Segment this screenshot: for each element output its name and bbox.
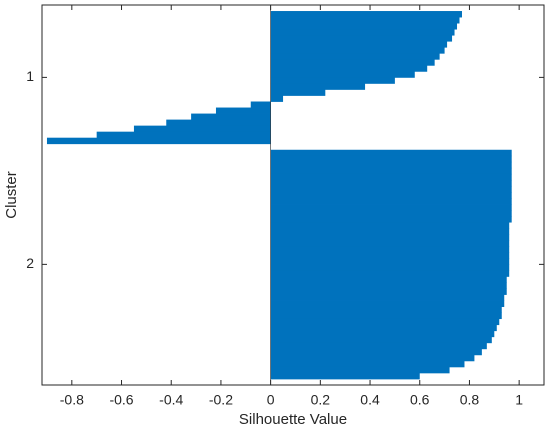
silhouette-bar — [270, 23, 458, 30]
silhouette-bar — [270, 372, 420, 380]
silhouette-bar — [270, 276, 507, 283]
x-tick-label: 0.6 — [410, 392, 430, 408]
silhouette-bar — [270, 246, 510, 253]
silhouette-bar — [191, 113, 271, 121]
x-tick-label: -0.6 — [109, 392, 133, 408]
silhouette-bar — [270, 191, 512, 199]
silhouette-bar — [270, 318, 500, 326]
silhouette-bar — [270, 228, 510, 235]
silhouette-bar — [270, 95, 284, 102]
silhouette-bar — [270, 77, 395, 84]
silhouette-bar — [270, 71, 415, 78]
x-tick-label: -0.2 — [209, 392, 233, 408]
silhouette-bar — [270, 167, 512, 175]
silhouette-bar — [270, 204, 512, 211]
silhouette-bar — [270, 366, 450, 374]
silhouette-bar — [270, 222, 510, 229]
silhouette-bar — [270, 179, 512, 187]
silhouette-bar — [270, 252, 510, 259]
silhouette-bar — [270, 173, 512, 181]
x-tick-label: -0.8 — [60, 392, 84, 408]
silhouette-bar — [270, 330, 495, 338]
silhouette-bar — [270, 83, 366, 90]
x-tick-label: 0.8 — [460, 392, 480, 408]
silhouette-bar — [270, 342, 487, 350]
silhouette-bar — [270, 59, 435, 66]
silhouette-bar — [270, 240, 510, 247]
silhouette-bar — [270, 47, 445, 54]
x-tick-label: 0.4 — [360, 392, 380, 408]
x-tick-label: 0 — [267, 392, 275, 408]
x-tick-label: 0.2 — [311, 392, 331, 408]
silhouette-bar — [270, 300, 505, 307]
silhouette-bar — [270, 258, 510, 265]
silhouette-bar — [270, 53, 440, 60]
silhouette-bar — [270, 216, 512, 223]
silhouette-bar — [270, 210, 512, 217]
silhouette-bar — [133, 125, 271, 133]
silhouette-bar — [270, 282, 507, 289]
silhouette-bar — [270, 264, 510, 271]
silhouette-bar — [270, 185, 512, 193]
silhouette-bar — [270, 35, 453, 42]
x-tick-label: -0.4 — [159, 392, 183, 408]
silhouette-bar — [270, 354, 475, 362]
silhouette-bar — [270, 312, 502, 320]
silhouette-bar — [270, 149, 512, 157]
silhouette-bar — [270, 89, 326, 96]
axes-box — [41, 4, 545, 386]
silhouette-bar — [215, 107, 271, 114]
silhouette-bar — [96, 131, 271, 139]
silhouette-bar — [270, 11, 462, 18]
silhouette-bar — [270, 155, 512, 163]
silhouette-bar — [270, 65, 428, 72]
y-tick-label: 1 — [26, 68, 34, 84]
y-axis-label: Cluster — [3, 171, 20, 219]
silhouette-bar — [166, 119, 271, 127]
silhouette-bar — [270, 198, 512, 205]
x-axis-label: Silhouette Value — [239, 411, 347, 428]
silhouette-bar — [270, 17, 460, 24]
silhouette-bar — [270, 270, 510, 277]
silhouette-bar — [270, 306, 502, 314]
silhouette-bar — [270, 29, 455, 36]
silhouette-bar — [270, 294, 505, 301]
silhouette-bar — [270, 360, 465, 368]
silhouette-bar — [270, 288, 507, 295]
silhouette-bar — [270, 161, 512, 169]
silhouette-bar — [270, 348, 482, 356]
silhouette-bar — [250, 101, 271, 108]
silhouette-bar — [270, 324, 497, 332]
silhouette-bar — [270, 41, 448, 48]
silhouette-bar — [270, 336, 492, 344]
silhouette-bar — [270, 234, 510, 241]
silhouette-bar — [46, 137, 271, 145]
x-tick-label: 1 — [515, 392, 523, 408]
y-tick-label: 2 — [26, 255, 34, 271]
